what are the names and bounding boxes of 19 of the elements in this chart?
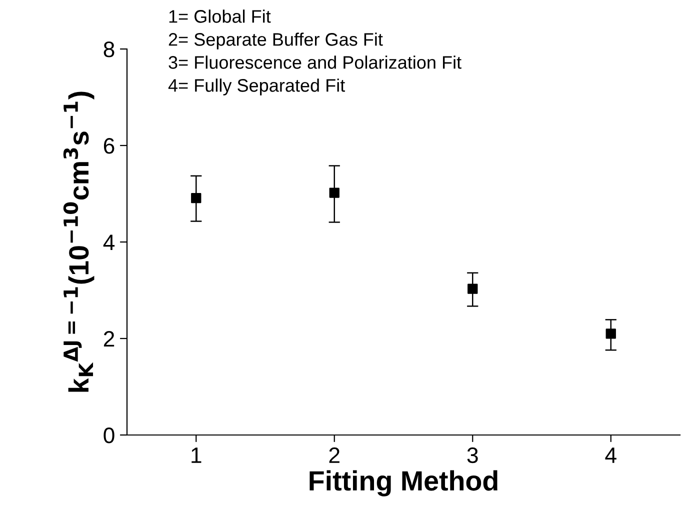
x-tick-label: 3 xyxy=(467,447,478,464)
x-tick-label: 2 xyxy=(329,447,340,463)
point xyxy=(606,328,616,339)
x-axis-title: Fitting Method xyxy=(310,470,498,496)
point xyxy=(468,284,478,294)
y-tick-label: 8 xyxy=(104,42,114,58)
y-tick-label: 4 xyxy=(103,234,115,250)
y-tick-label: 6 xyxy=(104,138,114,154)
annotation: 3= Fluorescence and Polarization Fit xyxy=(168,56,462,69)
point xyxy=(191,193,202,204)
x-tick-label: 4 xyxy=(605,448,616,463)
point xyxy=(329,188,340,198)
y-tick-label: 2 xyxy=(104,331,114,347)
x-tick-label: 1 xyxy=(192,448,202,463)
y-tick-label: 0 xyxy=(104,428,114,444)
annotation: 4= Fully Separated Fit xyxy=(168,78,345,96)
annotation: 2= Separate Buffer Gas Fit xyxy=(168,32,383,50)
text: k$_{K}$$^{ΔJ=−1}$(10$^{−10}$cm$^{3}$s$^{−1}$) xyxy=(63,92,94,392)
text: 1= Global Fit xyxy=(169,10,271,23)
